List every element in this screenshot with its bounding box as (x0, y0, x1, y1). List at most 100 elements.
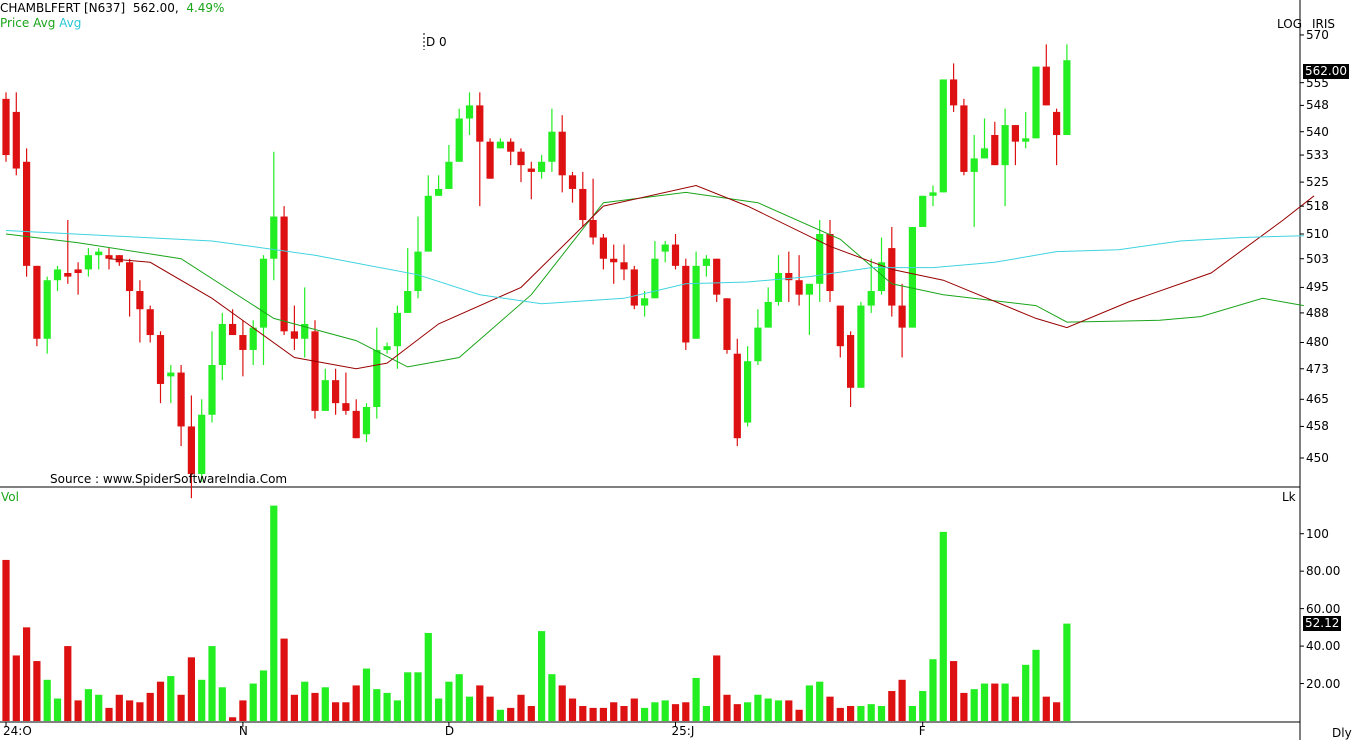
volume-bar (919, 691, 927, 721)
candle-body (362, 407, 371, 435)
volume-bar (527, 706, 535, 721)
candle-body (713, 258, 721, 295)
candle-body (527, 168, 535, 172)
last-price-text: 562.00, (132, 1, 179, 15)
candle-body (136, 291, 144, 310)
candle-body (290, 331, 298, 339)
volume-bar (908, 706, 916, 721)
candle-body (259, 258, 268, 328)
candle-body (187, 426, 195, 474)
brand-label: IRIS (1312, 17, 1336, 31)
candle-body (774, 273, 783, 302)
price-tick-label: 458 (1306, 419, 1329, 434)
volume-bar (1053, 702, 1061, 721)
volume-bar (373, 689, 381, 721)
volume-bar (259, 670, 268, 721)
volume-bar (970, 689, 978, 721)
candle-body (744, 361, 752, 423)
candle-body (661, 244, 669, 252)
date-tick-label: N (238, 724, 248, 738)
candle-body (538, 161, 546, 172)
volume-bar (435, 698, 443, 721)
price-tick-label: 533 (1306, 148, 1329, 163)
candle-body (476, 105, 484, 142)
candle-body (229, 323, 237, 336)
timeframe-label[interactable]: Dly (1332, 726, 1352, 740)
volume-label: Vol (1, 490, 19, 504)
volume-bar (280, 638, 288, 721)
volume-bar (167, 676, 175, 721)
volume-bar (538, 631, 546, 721)
candle-body (1011, 125, 1019, 142)
volume-bar (599, 707, 607, 721)
volume-bar (651, 702, 659, 721)
candle-body (12, 111, 20, 169)
candle-body (723, 298, 731, 350)
volume-bar (311, 692, 319, 721)
volume-bar (414, 672, 422, 721)
price-tick-label: 555 (1306, 75, 1329, 90)
volume-bar (105, 707, 113, 721)
avg-line-1 (5, 191, 1304, 368)
symbol-title: CHAMBLFERT [N637] 562.00, 4.49% (0, 1, 224, 15)
price-tick-label: 473 (1306, 361, 1329, 376)
volume-bar (136, 702, 144, 721)
volume-bar (579, 706, 587, 721)
volume-bar (805, 685, 813, 721)
last-price-tag: 562.00 (1303, 64, 1349, 79)
candle-body (156, 335, 165, 384)
volume-bar (187, 657, 195, 721)
candle-body (465, 105, 474, 119)
volume-bar (249, 683, 257, 721)
volume-bar (980, 683, 989, 721)
candle-body (1063, 60, 1071, 136)
candle-body (651, 258, 659, 299)
volume-bar (476, 685, 484, 721)
candle-body (919, 195, 927, 227)
candle-body (867, 291, 875, 306)
candle-body (332, 380, 340, 404)
candle-body (764, 301, 772, 328)
candle-body (455, 118, 463, 162)
candle-body (1053, 111, 1061, 136)
candle-body (548, 131, 556, 162)
volume-bar (939, 531, 947, 721)
source-text: Source : www.SpiderSoftwareIndia.Com (50, 472, 288, 486)
legend-price: Price (0, 16, 30, 30)
candle-body (311, 331, 319, 411)
candle-body (84, 255, 92, 270)
candle-body (270, 216, 278, 259)
volume-bar (115, 694, 123, 721)
candle-body (1042, 66, 1050, 106)
volume-bar (290, 694, 298, 721)
volume-bar (53, 698, 62, 721)
candle-body (383, 346, 391, 350)
candle-body (146, 309, 154, 336)
candlesticks (2, 44, 1071, 499)
volume-bar (816, 681, 824, 721)
volume-tick-label: 60.00 (1306, 601, 1341, 616)
volume-bar (156, 681, 165, 721)
volume-bar (754, 694, 762, 721)
candle-body (836, 305, 844, 347)
volume-bar (1011, 696, 1019, 721)
volume-bar (393, 700, 401, 721)
volume-bar (208, 646, 216, 721)
volume-bar (404, 672, 412, 721)
candle-body (816, 233, 824, 284)
candle-body (898, 305, 906, 328)
volume-bar (898, 679, 906, 721)
candle-body (33, 265, 41, 339)
volume-unit: Lk (1282, 490, 1296, 504)
volume-tick-label: 20.00 (1306, 676, 1341, 691)
scale-mode-label[interactable]: LOG (1277, 17, 1303, 31)
volume-bar (929, 659, 937, 721)
volume-bar (785, 700, 793, 721)
volume-bar (826, 696, 834, 721)
candle-body (177, 372, 185, 427)
volume-bar (630, 698, 638, 721)
date-tick-label: D (444, 724, 455, 738)
volume-bar (795, 709, 803, 721)
candle-body (126, 262, 134, 292)
